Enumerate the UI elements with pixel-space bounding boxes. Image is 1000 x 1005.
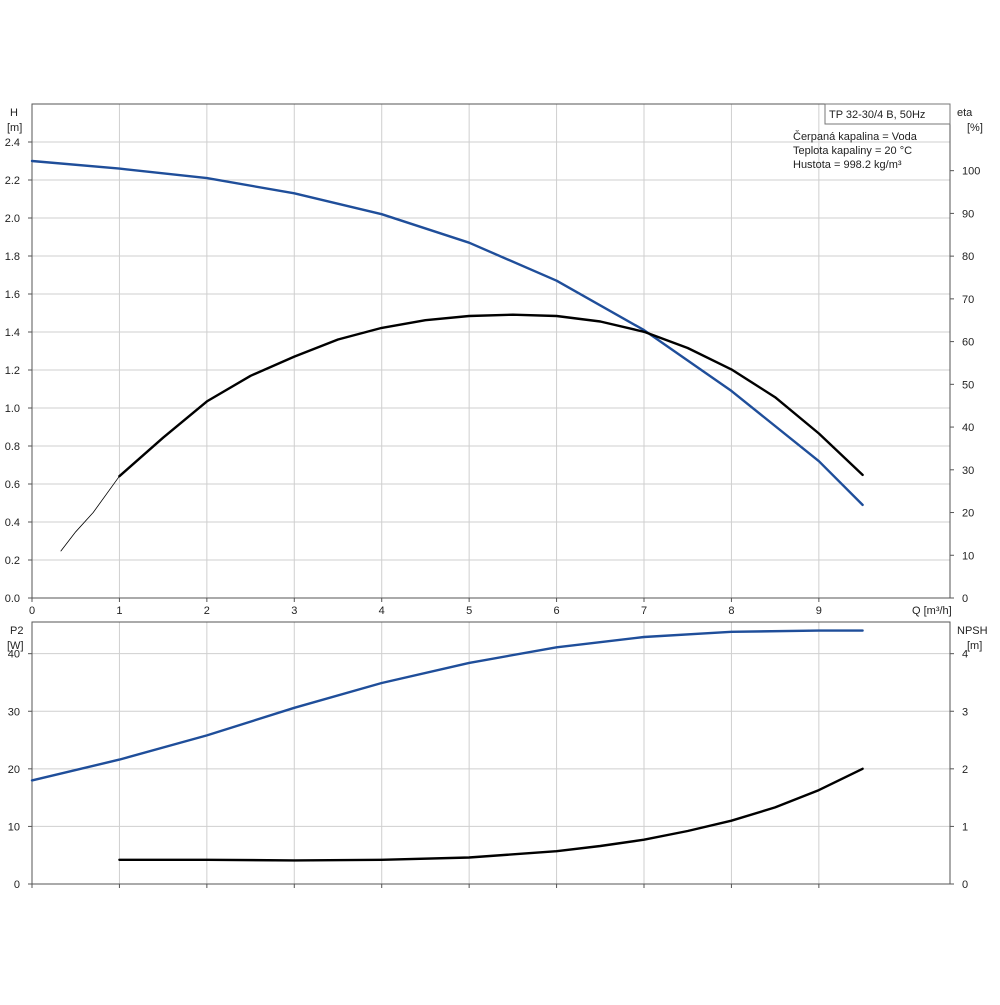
panel1-series-3-line — [118, 313, 864, 478]
panel1-left-tick-label: 0.2 — [5, 555, 20, 567]
panel2-right-tick-label: 1 — [962, 821, 968, 833]
panel1-left-tick-label: 2.2 — [5, 175, 20, 187]
panel1-left-tick-label: 1.4 — [5, 327, 20, 339]
panel1-right-tick-label: 70 — [962, 294, 974, 306]
panel1-left-axis-name: H — [10, 107, 18, 119]
panel1-right-tick-label: 0 — [962, 593, 968, 605]
panel1-right-tick-label: 90 — [962, 208, 974, 220]
title-box — [824, 103, 951, 125]
panel2-right-tick-label: 0 — [962, 879, 968, 891]
chart-title: TP 32-30/4 B, 50Hz — [829, 109, 925, 121]
info-line-2: Teplota kapaliny = 20 °C — [793, 145, 912, 157]
panel1-right-tick-label: 30 — [962, 465, 974, 477]
panel1-x-tick-label: 7 — [641, 605, 647, 617]
panel1-x-tick-label: 3 — [291, 605, 297, 617]
panel1-left-tick-label: 1.8 — [5, 251, 20, 263]
panel1-right-tick-label: 50 — [962, 379, 974, 391]
panel2-frame — [31, 621, 951, 885]
panel1-right-tick-label: 40 — [962, 422, 974, 434]
panel1-left-tick-label: 0.4 — [5, 517, 20, 529]
panel1-left-tick-label: 2.0 — [5, 213, 20, 225]
panel2-series-2-line — [118, 767, 864, 862]
panel1-frame — [31, 103, 951, 599]
info-line-1: Čerpaná kapalina = Voda — [793, 130, 918, 143]
panel1-left-tick-label: 0.0 — [5, 593, 20, 605]
panel1-series-1-line — [30, 159, 864, 507]
panel1-left-axis-unit: [m] — [7, 122, 22, 134]
panel1-x-tick-label: 4 — [379, 605, 385, 617]
panel1-right-tick-label: 10 — [962, 550, 974, 562]
panel1-x-tick-label: 0 — [29, 605, 35, 617]
panel1-left-tick-label: 1.2 — [5, 365, 20, 377]
panel1-left-tick-label: 0.6 — [5, 479, 20, 491]
panel1-left-tick-label: 0.8 — [5, 441, 20, 453]
panel1-x-axis-label: Q [m³/h] — [912, 605, 952, 617]
panel2-left-axis-unit: [W] — [7, 640, 24, 652]
panel1-x-tick-label: 8 — [728, 605, 734, 617]
panel2-left-axis-name: P2 — [10, 625, 23, 637]
panel2-left-tick-label: 0 — [14, 879, 20, 891]
panel1-x-tick-label: 2 — [204, 605, 210, 617]
panel1-left-tick-label: 2.4 — [5, 137, 20, 149]
panel1-x-tick-label: 9 — [816, 605, 822, 617]
panel1-x-tick-label: 6 — [554, 605, 560, 617]
panel2-right-tick-label: 3 — [962, 706, 968, 718]
panel1-left-tick-label: 1.6 — [5, 289, 20, 301]
panel2-left-tick-label: 30 — [8, 706, 20, 718]
panel1-right-tick-label: 80 — [962, 251, 974, 263]
panel1-right-tick-label: 20 — [962, 508, 974, 520]
panel1-right-tick-label: 60 — [962, 337, 974, 349]
panel1-right-axis-unit: [%] — [967, 122, 983, 134]
panel2-right-axis-name: NPSH — [957, 625, 988, 637]
panel1-left-tick-label: 1.0 — [5, 403, 20, 415]
panel2-right-axis-unit: [m] — [967, 640, 982, 652]
panel1-x-tick-label: 1 — [116, 605, 122, 617]
panel2-series-1-line — [30, 629, 864, 782]
info-line-3: Hustota = 998.2 kg/m³ — [793, 159, 902, 171]
panel2-left-tick-label: 20 — [8, 764, 20, 776]
panel1-right-tick-label: 100 — [962, 166, 980, 178]
panel1-series-2-line — [60, 475, 120, 552]
panel2-left-tick-label: 10 — [8, 821, 20, 833]
panel2-right-tick-label: 2 — [962, 764, 968, 776]
panel2-right-tick-label: 4 — [962, 649, 968, 661]
panel2-left-tick-label: 40 — [8, 649, 20, 661]
panel1-x-tick-label: 5 — [466, 605, 472, 617]
panel1-right-axis-name: eta — [957, 107, 973, 119]
